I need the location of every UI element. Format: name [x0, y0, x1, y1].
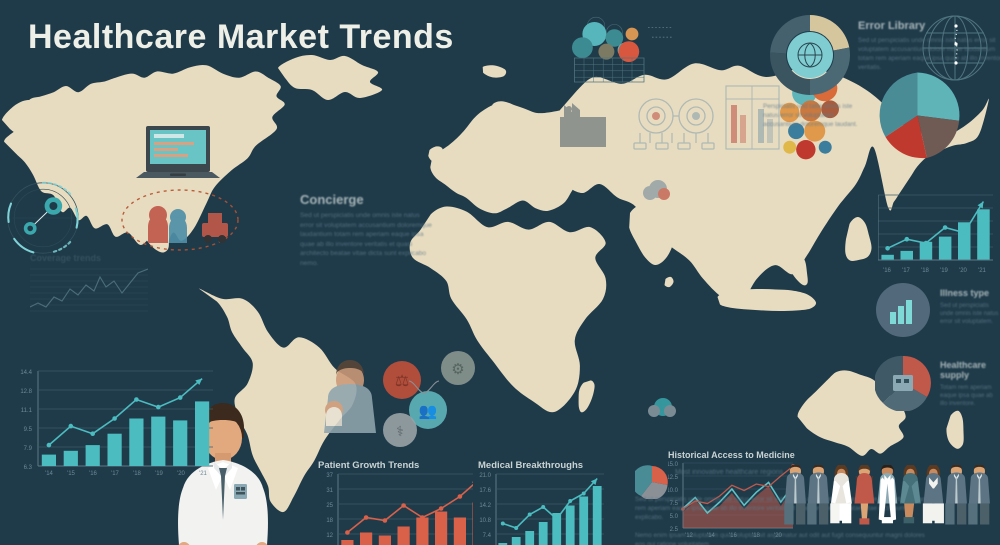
svg-text:12: 12 — [326, 533, 333, 539]
svg-text:21.0: 21.0 — [479, 473, 491, 479]
svg-text:7.4: 7.4 — [483, 533, 492, 539]
svg-text:25: 25 — [326, 503, 333, 509]
svg-text:'21: '21 — [978, 268, 986, 272]
svg-text:'19: '19 — [155, 471, 163, 476]
svg-text:'18: '18 — [133, 471, 141, 476]
svg-text:14.4: 14.4 — [20, 370, 32, 376]
svg-text:'19: '19 — [940, 268, 948, 272]
svg-text:10.8: 10.8 — [479, 518, 491, 524]
svg-text:18: 18 — [326, 518, 333, 524]
svg-text:'15: '15 — [67, 471, 75, 476]
svg-text:'16: '16 — [89, 471, 97, 476]
svg-text:12.8: 12.8 — [20, 389, 32, 395]
svg-text:👥: 👥 — [419, 403, 438, 420]
svg-text:⚕: ⚕ — [396, 423, 404, 439]
svg-text:17.6: 17.6 — [479, 488, 491, 494]
svg-text:'17: '17 — [111, 471, 119, 476]
svg-text:'14: '14 — [45, 471, 53, 476]
svg-text:11.1: 11.1 — [21, 408, 33, 414]
svg-text:7.9: 7.9 — [24, 446, 33, 452]
svg-text:'21: '21 — [199, 471, 207, 476]
svg-text:'20: '20 — [177, 471, 185, 476]
svg-text:31: 31 — [326, 488, 333, 494]
svg-text:'17: '17 — [902, 268, 910, 272]
svg-text:14.2: 14.2 — [479, 503, 491, 509]
svg-text:⚙: ⚙ — [451, 361, 464, 378]
svg-text:'20: '20 — [959, 268, 967, 272]
svg-text:37: 37 — [326, 473, 333, 479]
svg-text:'18: '18 — [921, 268, 929, 272]
svg-text:6.3: 6.3 — [24, 465, 33, 471]
svg-text:9.5: 9.5 — [24, 427, 33, 433]
svg-text:10.0: 10.0 — [668, 488, 679, 494]
svg-text:'16: '16 — [883, 268, 891, 272]
